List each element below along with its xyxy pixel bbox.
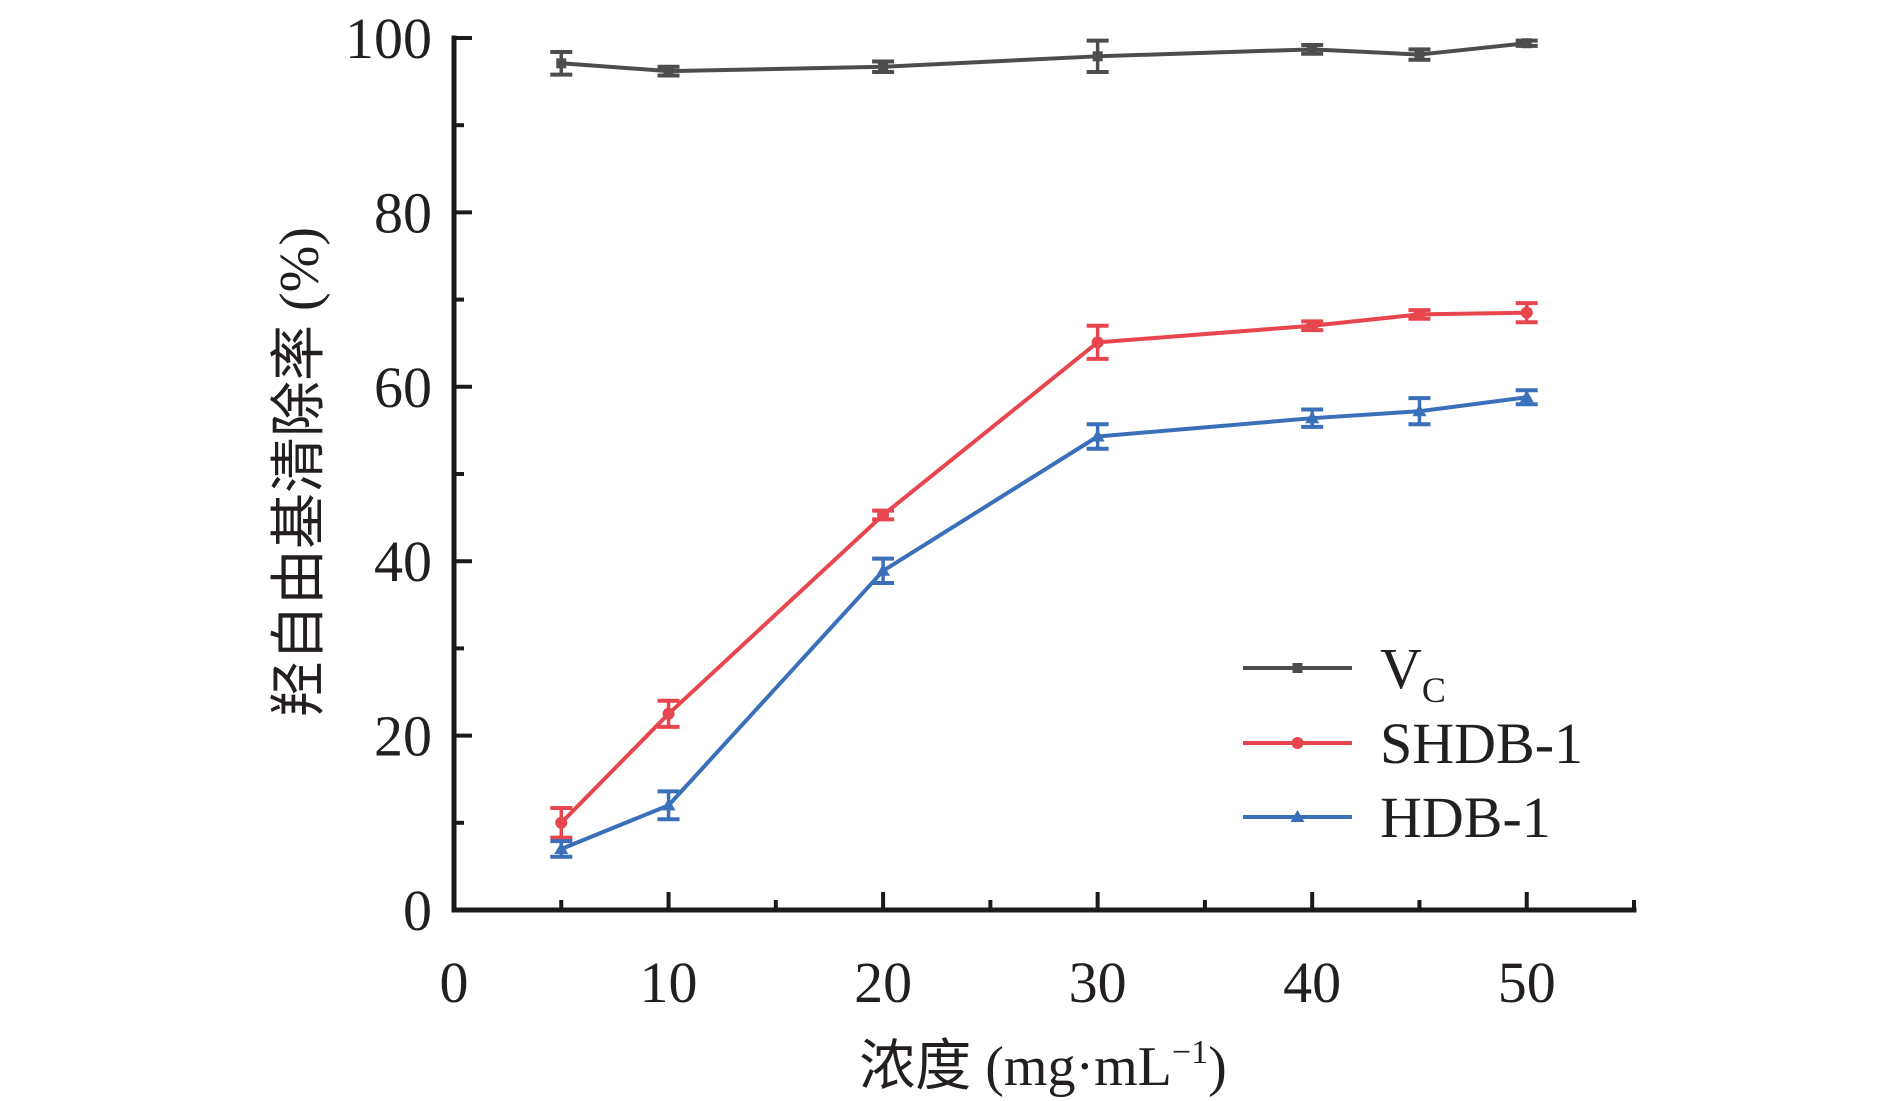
data-point-vc <box>663 66 674 77</box>
legend-marker-hdb-1 <box>1290 810 1305 822</box>
y-axis-title: 羟自由基清除率 (%) <box>269 227 331 717</box>
data-point-shdb-1 <box>662 707 675 720</box>
x-tick-label: 40 <box>1283 950 1341 1015</box>
data-point-hdb-1 <box>1519 390 1534 403</box>
legend-item-hdb-1: HDB-1 <box>1243 785 1551 850</box>
legend-item-shdb-1: SHDB-1 <box>1243 711 1583 776</box>
legend-label-shdb-1: SHDB-1 <box>1380 711 1583 776</box>
data-point-vc <box>1414 49 1425 60</box>
legend-marker-vc <box>1292 663 1303 673</box>
x-tick-label: 30 <box>1069 950 1127 1015</box>
series-line-vc <box>561 41 1527 74</box>
data-point-vc <box>556 58 567 69</box>
series-layer <box>550 38 1538 859</box>
data-point-shdb-1 <box>1306 319 1319 332</box>
data-point-hdb-1 <box>554 841 569 854</box>
legend-marker-shdb-1 <box>1291 737 1304 749</box>
y-tick-label: 80 <box>374 180 432 245</box>
data-point-vc <box>1521 38 1532 49</box>
data-point-shdb-1 <box>1413 308 1426 321</box>
data-point-hdb-1 <box>1090 429 1105 442</box>
data-point-hdb-1 <box>1305 411 1320 424</box>
data-point-hdb-1 <box>1412 404 1427 417</box>
series-line-hdb-1 <box>560 395 1527 851</box>
y-tick-label: 40 <box>374 529 432 594</box>
legend-item-vc: VC <box>1243 636 1446 710</box>
legend-label-vc: VC <box>1380 636 1446 710</box>
legend-label-main: HDB-1 <box>1380 785 1551 850</box>
y-tick-label: 60 <box>374 355 432 420</box>
x-axis-title-end: ) <box>1208 1036 1227 1098</box>
data-point-shdb-1 <box>877 508 890 521</box>
y-tick-label: 0 <box>403 878 432 943</box>
data-point-vc <box>1092 51 1103 62</box>
legend-label-hdb-1: HDB-1 <box>1380 785 1551 850</box>
x-tick-label: 10 <box>640 950 698 1015</box>
data-point-shdb-1 <box>555 816 568 829</box>
data-point-shdb-1 <box>1520 306 1533 319</box>
series-vc <box>550 38 1538 78</box>
data-point-hdb-1 <box>661 798 676 811</box>
data-point-shdb-1 <box>1091 336 1104 349</box>
y-tick-label: 100 <box>345 6 432 71</box>
x-axis-title: 浓度 (mg·mL−1) <box>859 1034 1226 1098</box>
x-tick-label: 20 <box>854 950 912 1015</box>
legend-label-subscript: C <box>1422 670 1446 710</box>
series-hdb-1 <box>550 388 1538 859</box>
x-axis-title-superscript: −1 <box>1172 1034 1208 1071</box>
x-tick-label: 50 <box>1498 950 1556 1015</box>
x-tick-label: 0 <box>440 950 469 1015</box>
legend-label-main: V <box>1380 636 1422 701</box>
series-shdb-1 <box>550 301 1538 840</box>
data-point-vc <box>878 61 889 72</box>
data-point-hdb-1 <box>876 563 891 576</box>
legend-label-main: SHDB-1 <box>1380 711 1583 776</box>
axes: 0 20 40 60 80 100 0 10 20 30 40 50 <box>345 6 1637 1015</box>
data-point-vc <box>1307 44 1318 55</box>
x-axis-title-main: 浓度 (mg·mL <box>859 1036 1172 1098</box>
y-tick-label: 20 <box>374 704 432 769</box>
